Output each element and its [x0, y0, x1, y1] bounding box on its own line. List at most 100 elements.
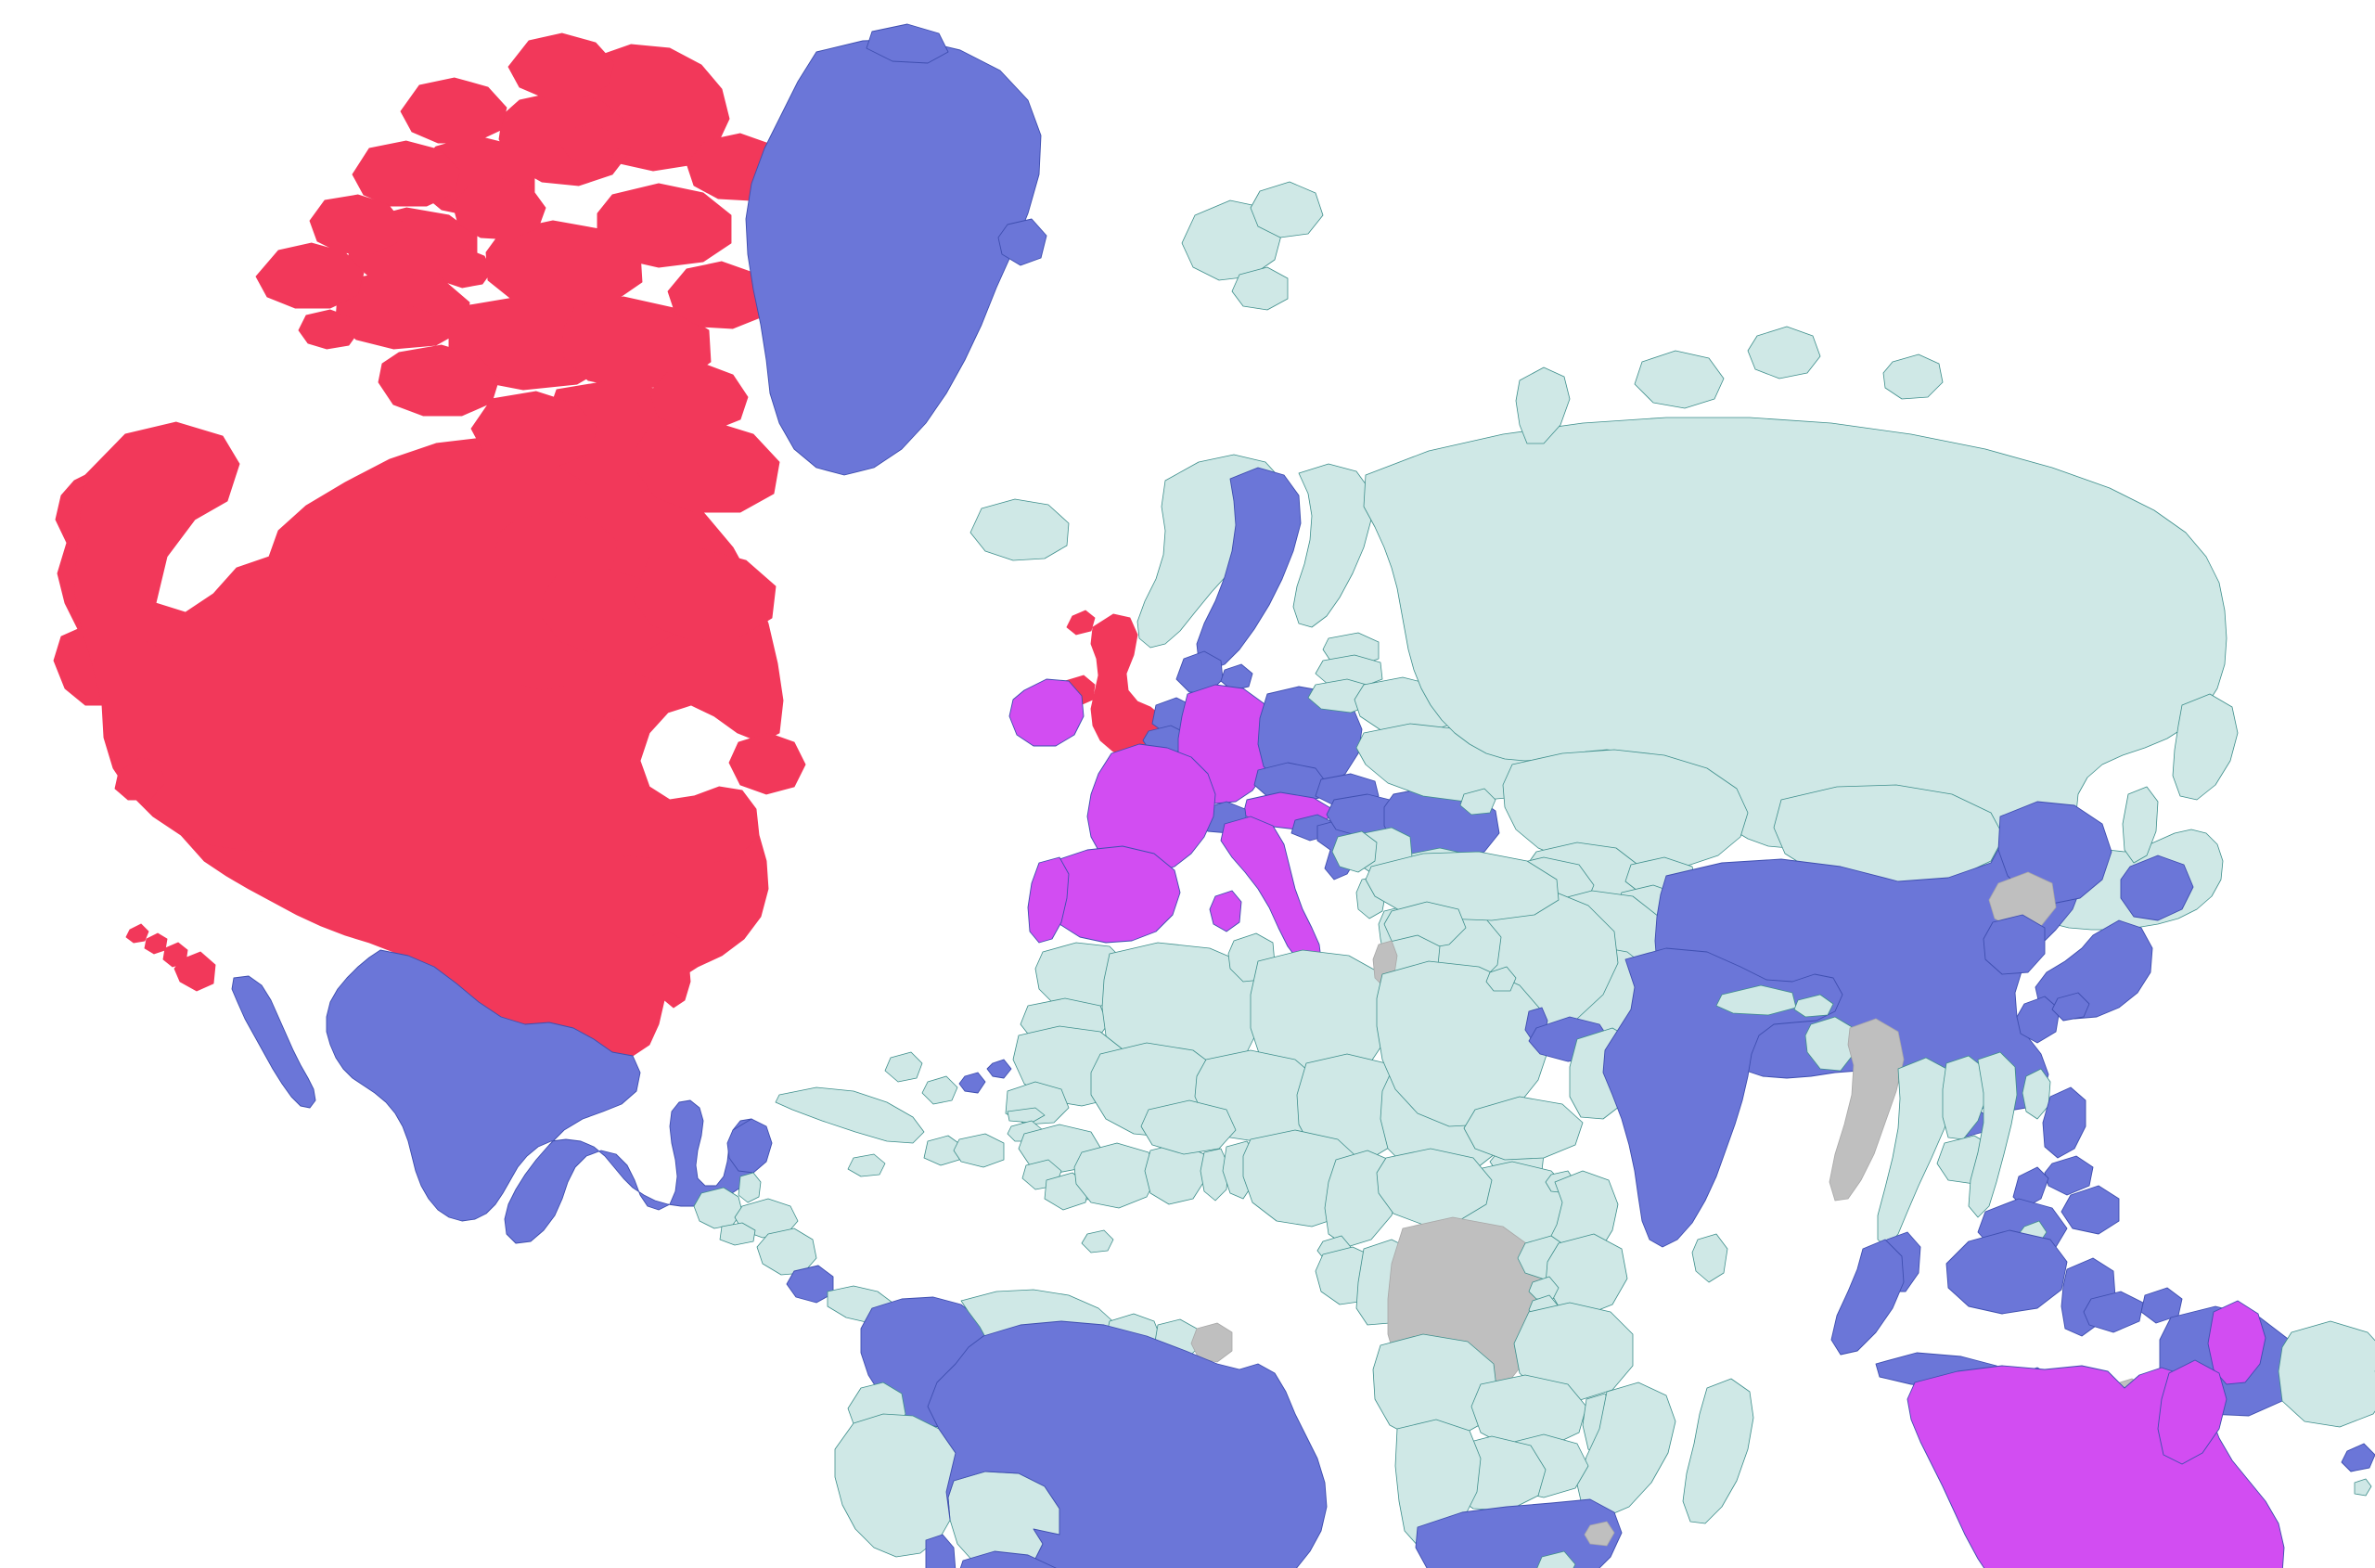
country-indonesia-sulawesi-2[interactable] — [2084, 1292, 2143, 1332]
country-togo[interactable] — [1200, 1149, 1228, 1201]
country-us-florida[interactable] — [649, 930, 690, 1008]
country-alaska[interactable] — [54, 475, 102, 705]
country-yemen[interactable] — [1464, 1097, 1583, 1160]
country-bhutan[interactable] — [1794, 995, 1833, 1017]
country-canada-arctic-13[interactable] — [471, 392, 597, 468]
country-japan-hokkaido[interactable] — [2121, 855, 2193, 920]
country-sweden[interactable] — [1197, 468, 1301, 670]
country-bangladesh[interactable] — [1805, 1017, 1854, 1071]
country-mexico-yucatan[interactable] — [727, 1119, 772, 1173]
country-canada-vancouver-island[interactable] — [115, 757, 165, 800]
country-eswatini[interactable] — [1585, 1522, 1614, 1546]
country-philippines-mindanao[interactable] — [2061, 1186, 2119, 1234]
country-belize[interactable] — [738, 1173, 761, 1202]
country-greenland-east-fjords[interactable] — [998, 219, 1046, 265]
country-greenland[interactable] — [746, 39, 1041, 475]
country-gambia[interactable] — [1008, 1108, 1045, 1123]
country-canada-arctic-23[interactable] — [649, 364, 748, 431]
country-canada-arctic-12[interactable] — [379, 345, 499, 416]
country-burkina-faso[interactable] — [1141, 1100, 1236, 1154]
country-canada-arctic-16[interactable] — [633, 547, 776, 640]
country-mozambique[interactable] — [1577, 1382, 1675, 1518]
country-canada-arctic-17[interactable] — [256, 243, 364, 308]
country-philippines-palawan[interactable] — [2013, 1167, 2048, 1208]
country-bahamas-2[interactable] — [922, 1076, 957, 1104]
country-novaya-zemlya[interactable] — [1516, 367, 1570, 443]
country-svalbard-2[interactable] — [1251, 182, 1323, 238]
country-kuwait[interactable] — [1486, 967, 1516, 991]
country-cape-verde-2[interactable] — [987, 1060, 1011, 1078]
country-bahamas[interactable] — [885, 1052, 922, 1082]
country-ireland[interactable] — [1009, 679, 1084, 746]
country-canada-small-6[interactable] — [592, 672, 666, 724]
country-fiji[interactable] — [2355, 1479, 2371, 1496]
country-russia-sakhalin[interactable] — [2123, 787, 2158, 863]
country-russia-kamchatka[interactable] — [2173, 694, 2238, 800]
country-greenland-north-tip[interactable] — [867, 24, 948, 63]
country-new-zealand-north[interactable] — [2208, 1301, 2266, 1384]
country-canada-arctic-25[interactable] — [453, 178, 546, 239]
country-russia-islands-arctic[interactable] — [1635, 351, 1724, 408]
country-cuba[interactable] — [776, 1087, 924, 1143]
country-french-guiana[interactable] — [1191, 1323, 1232, 1362]
country-canada-arctic-22[interactable] — [668, 262, 768, 328]
country-brazil[interactable] — [928, 1321, 1327, 1568]
country-papua-new-guinea[interactable] — [2279, 1321, 2375, 1427]
country-mexico-baja[interactable] — [232, 976, 315, 1108]
country-india[interactable] — [1603, 948, 1842, 1247]
country-madagascar[interactable] — [1683, 1379, 1753, 1523]
country-lesotho[interactable] — [1536, 1551, 1575, 1568]
country-haiti[interactable] — [924, 1136, 961, 1165]
country-kazakhstan[interactable] — [1503, 750, 1748, 870]
country-trinidad[interactable] — [1082, 1230, 1113, 1253]
country-cote-divoire[interactable] — [1074, 1143, 1158, 1208]
country-south-korea[interactable] — [1983, 915, 2045, 974]
country-denmark-islands[interactable] — [1221, 664, 1252, 690]
country-chad[interactable] — [1297, 1054, 1408, 1162]
country-cape-verde[interactable] — [959, 1073, 985, 1093]
country-japan-kyushu[interactable] — [2017, 996, 2060, 1043]
country-chile[interactable] — [926, 1535, 1011, 1568]
country-indonesia-sumatra[interactable] — [1831, 1240, 1904, 1355]
country-el-salvador[interactable] — [720, 1223, 755, 1245]
country-laos[interactable] — [1943, 1056, 1987, 1139]
country-hawaii-big-island[interactable] — [174, 952, 215, 991]
country-costa-rica[interactable] — [787, 1266, 833, 1303]
country-canada-arctic-6[interactable] — [597, 184, 731, 267]
country-italy-sardinia[interactable] — [1210, 891, 1241, 932]
country-canada-arctic-24[interactable] — [310, 195, 403, 254]
country-canada-small-1[interactable] — [380, 306, 440, 345]
country-zambia[interactable] — [1471, 1375, 1586, 1447]
country-taiwan[interactable] — [2022, 1069, 2050, 1119]
country-canada-small-5[interactable] — [510, 644, 577, 690]
country-rwanda[interactable] — [1529, 1277, 1559, 1299]
country-vietnam[interactable] — [1969, 1052, 2017, 1217]
country-japan-shikoku[interactable] — [2052, 993, 2089, 1021]
country-south-africa[interactable] — [1416, 1499, 1622, 1568]
country-philippines-luzon[interactable] — [2043, 1087, 2086, 1158]
country-russia[interactable] — [1364, 418, 2227, 930]
country-moldova[interactable] — [1460, 789, 1496, 815]
country-canada-newfoundland[interactable] — [729, 733, 805, 794]
country-canada-arctic-19[interactable] — [401, 78, 507, 143]
country-canada-arctic-11[interactable] — [636, 419, 779, 512]
country-sri-lanka[interactable] — [1692, 1234, 1727, 1282]
country-dominican-republic[interactable] — [954, 1134, 1004, 1167]
country-russia-arctic-islands-2[interactable] — [1748, 327, 1820, 379]
country-nepal[interactable] — [1716, 985, 1796, 1015]
country-uk-scotland-isles[interactable] — [1067, 610, 1095, 635]
country-indonesia-kalimantan[interactable] — [1946, 1230, 2067, 1314]
country-jamaica[interactable] — [848, 1154, 885, 1176]
country-france[interactable] — [1087, 744, 1215, 874]
country-myanmar[interactable] — [1829, 1019, 1904, 1201]
country-canada-arctic-20[interactable] — [508, 33, 614, 98]
country-japan-honshu[interactable] — [2035, 920, 2152, 1019]
country-bosnia-and-herzegovina[interactable] — [1332, 831, 1377, 872]
country-canada-small-4[interactable] — [436, 249, 492, 288]
country-iceland[interactable] — [970, 499, 1069, 560]
country-portugal[interactable] — [1028, 857, 1069, 943]
country-canada-small-3[interactable] — [560, 124, 620, 163]
country-canada-small-2[interactable] — [299, 310, 358, 349]
country-argentina[interactable] — [956, 1551, 1095, 1568]
country-russia-arctic-islands-3[interactable] — [1883, 354, 1943, 399]
